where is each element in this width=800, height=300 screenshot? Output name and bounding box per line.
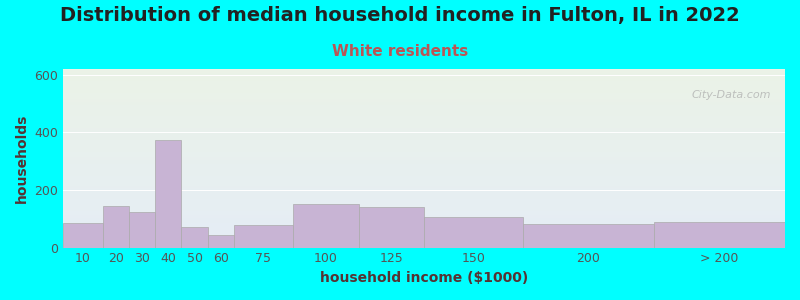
Bar — [129, 212, 155, 248]
Bar — [63, 223, 102, 247]
Text: City-Data.com: City-Data.com — [691, 90, 770, 100]
Bar — [208, 235, 234, 248]
Bar — [522, 224, 654, 247]
Bar — [102, 206, 129, 247]
Bar — [293, 204, 358, 248]
Text: Distribution of median household income in Fulton, IL in 2022: Distribution of median household income … — [60, 6, 740, 25]
X-axis label: household income ($1000): household income ($1000) — [320, 271, 528, 285]
Bar — [182, 227, 208, 248]
Bar — [424, 217, 522, 247]
Y-axis label: households: households — [15, 114, 29, 203]
Text: White residents: White residents — [332, 44, 468, 59]
Bar — [234, 224, 293, 248]
Bar — [654, 222, 785, 247]
Bar — [155, 140, 182, 248]
Bar — [358, 207, 424, 248]
